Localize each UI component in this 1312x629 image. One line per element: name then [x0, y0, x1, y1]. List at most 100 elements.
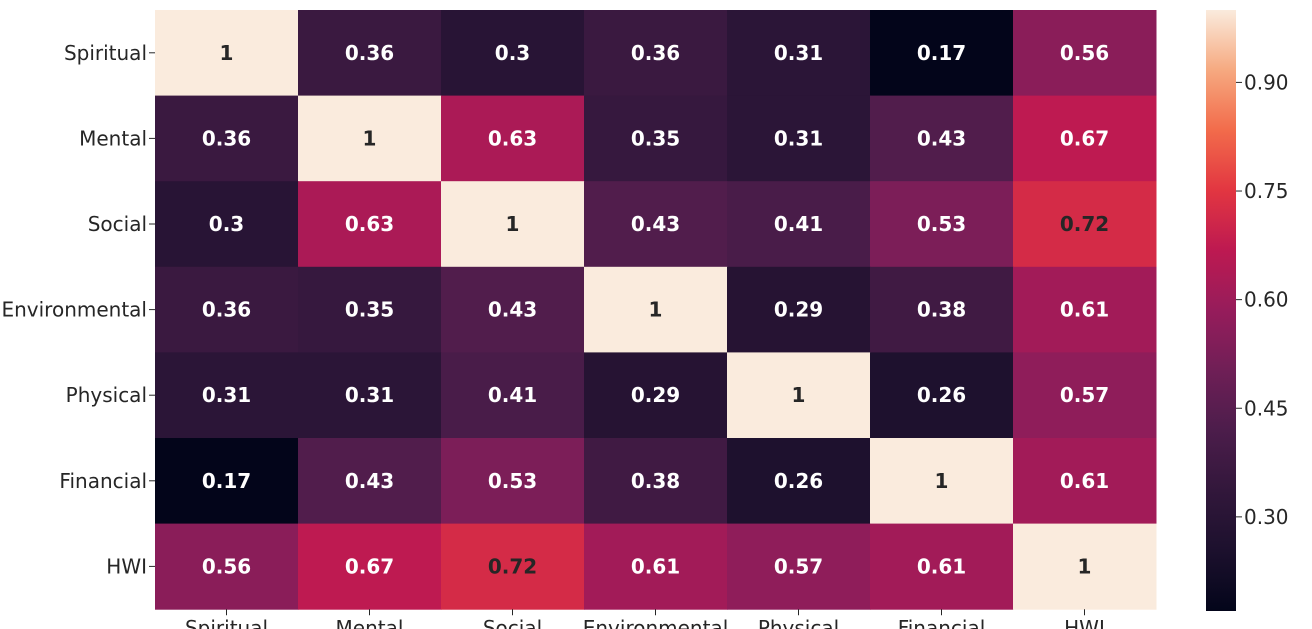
- cell-value-label: 1: [220, 41, 234, 65]
- cell-value-label: 0.61: [917, 554, 966, 578]
- cell-value-label: 0.61: [1060, 469, 1109, 493]
- heatmap-cell: [1013, 95, 1157, 182]
- x-tick-label: Spiritual: [185, 616, 268, 629]
- colorbar-tick-label: 0.75: [1244, 179, 1289, 203]
- cell-value-label: 1: [935, 469, 949, 493]
- colorbar-tick-label: 0.60: [1244, 288, 1289, 312]
- cell-value-label: 0.26: [774, 469, 823, 493]
- cell-value-label: 0.41: [774, 212, 823, 236]
- cell-value-label: 0.61: [1060, 298, 1109, 322]
- heatmap-cell: [155, 266, 299, 353]
- cell-value-label: 0.43: [488, 298, 537, 322]
- cell-value-label: 0.17: [917, 41, 966, 65]
- cell-value-label: 0.63: [345, 212, 394, 236]
- heatmap-cell: [1013, 438, 1157, 525]
- heatmap-cell: [584, 266, 728, 353]
- heatmap-cell: [727, 95, 871, 182]
- heatmap-cell: [870, 352, 1014, 439]
- cell-value-label: 0.31: [345, 383, 394, 407]
- heatmap-cell: [1013, 352, 1157, 439]
- heatmap-cell: [870, 266, 1014, 353]
- heatmap-cell: [441, 523, 585, 610]
- x-tick-label: Financial: [898, 616, 986, 629]
- cell-value-label: 0.41: [488, 383, 537, 407]
- colorbar-tick-label: 0.30: [1244, 505, 1289, 529]
- heatmap-cell: [870, 523, 1014, 610]
- heatmap-cell: [870, 181, 1014, 268]
- cell-value-label: 0.29: [774, 298, 823, 322]
- heatmap-cell: [870, 438, 1014, 525]
- cell-value-label: 0.67: [345, 554, 394, 578]
- heatmap-cells: [155, 10, 1157, 610]
- cell-value-label: 0.17: [202, 469, 251, 493]
- y-tick-label: Physical: [66, 383, 147, 407]
- y-tick-label: Social: [88, 212, 147, 236]
- heatmap-cell: [441, 352, 585, 439]
- cell-value-label: 0.57: [1060, 383, 1109, 407]
- cell-value-label: 0.26: [917, 383, 966, 407]
- colorbar: 0.30 0.45 0.60 0.75 0.90: [1206, 10, 1289, 611]
- cell-value-label: 0.61: [631, 554, 680, 578]
- heatmap-cell: [727, 352, 871, 439]
- heatmap-cell: [727, 266, 871, 353]
- cell-value-label: 0.56: [202, 554, 251, 578]
- heatmap-cell: [584, 438, 728, 525]
- heatmap-cell: [155, 438, 299, 525]
- cell-value-label: 1: [506, 212, 520, 236]
- cell-value-label: 0.3: [495, 41, 530, 65]
- cell-value-label: 0.35: [345, 298, 394, 322]
- cell-value-label: 0.43: [345, 469, 394, 493]
- heatmap-cell: [441, 95, 585, 182]
- cell-value-label: 1: [792, 383, 806, 407]
- cell-value-label: 0.3: [209, 212, 244, 236]
- cell-value-label: 1: [363, 126, 377, 150]
- heatmap-cell: [584, 181, 728, 268]
- colorbar-tick-labels: 0.30 0.45 0.60 0.75 0.90: [1236, 70, 1289, 529]
- heatmap-cell: [298, 523, 442, 610]
- heatmap-cell: [155, 181, 299, 268]
- cell-value-label: 0.57: [774, 554, 823, 578]
- cell-value-label: 0.53: [917, 212, 966, 236]
- heatmap-cell: [1013, 266, 1157, 353]
- y-tick-label: Spiritual: [64, 41, 147, 65]
- x-axis-tick-labels: Spiritual Mental Social Environmental Physic…: [185, 609, 1105, 629]
- heatmap-cell: [727, 438, 871, 525]
- heatmap-cell: [870, 95, 1014, 182]
- x-tick-label: Environmental: [583, 616, 729, 629]
- heatmap-cell: [298, 95, 442, 182]
- heatmap-cell: [870, 10, 1014, 97]
- y-tick-label: HWI: [106, 554, 147, 578]
- heatmap-cell: [298, 352, 442, 439]
- cell-value-label: 0.31: [774, 126, 823, 150]
- cell-value-label: 0.72: [488, 554, 537, 578]
- heatmap-cell: [155, 523, 299, 610]
- y-tick-label: Mental: [79, 126, 147, 150]
- cell-value-label: 0.36: [631, 41, 680, 65]
- cell-value-label: 0.36: [202, 126, 251, 150]
- heatmap-cell: [584, 352, 728, 439]
- heatmap-cell: [1013, 523, 1157, 610]
- x-tick-label: HWI: [1064, 616, 1105, 629]
- cell-value-label: 0.43: [631, 212, 680, 236]
- cell-value-label: 1: [1078, 554, 1092, 578]
- x-tick-label: Physical: [758, 616, 839, 629]
- x-tick-label: Mental: [336, 616, 404, 629]
- cell-value-label: 0.36: [345, 41, 394, 65]
- colorbar-tick-label: 0.90: [1244, 70, 1289, 94]
- heatmap-cell: [584, 95, 728, 182]
- y-axis-tick-labels: Spiritual Mental Social Environmental Physic…: [1, 41, 155, 578]
- cell-value-label: 0.38: [631, 469, 680, 493]
- cell-value-label: 0.67: [1060, 126, 1109, 150]
- heatmap-cell: [441, 266, 585, 353]
- heatmap-cell: [584, 523, 728, 610]
- y-tick-label: Environmental: [1, 298, 147, 322]
- heatmap-cell: [441, 181, 585, 268]
- heatmap-cell: [298, 266, 442, 353]
- heatmap-cell: [441, 438, 585, 525]
- heatmap-cell: [441, 10, 585, 97]
- heatmap-cell: [584, 10, 728, 97]
- heatmap-cell: [727, 181, 871, 268]
- cell-value-label: 0.56: [1060, 41, 1109, 65]
- colorbar-gradient: [1206, 10, 1236, 611]
